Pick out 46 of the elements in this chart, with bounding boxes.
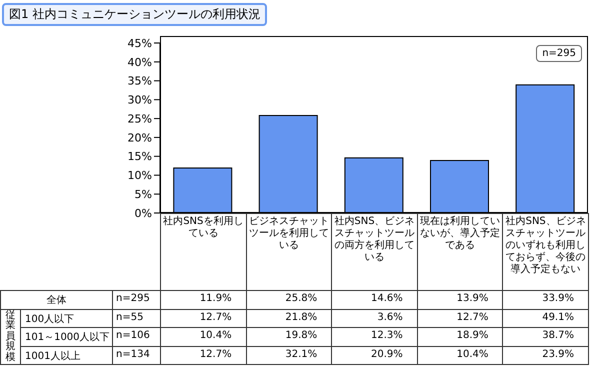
data-label: 12.3%: [331, 327, 418, 346]
data-label: 11.9%: [160, 290, 247, 310]
y-tick-label: 15%: [128, 150, 152, 164]
x-tick-label: 社内SNSを利用している: [160, 213, 247, 291]
y-tick-label: 10%: [128, 169, 152, 182]
y-tick-label: 5%: [134, 188, 152, 202]
text: n=55: [112, 308, 161, 328]
x-tick-label: 現在は利用していないが、導入予定である: [416, 213, 504, 291]
text: 従業員規模: [6, 310, 16, 363]
y-tick-label: 25%: [128, 112, 152, 126]
y-tick-label: 101～1000人以下: [20, 327, 113, 346]
x-tick-label: ビジネスチャットツールを利用している: [246, 213, 332, 291]
data-label: 49.1%: [502, 308, 589, 328]
y-tick-label: 1001人以上: [20, 346, 113, 365]
text: 全体: [0, 290, 113, 310]
data-label: 10.4%: [160, 327, 247, 346]
data-label: 3.6%: [331, 308, 418, 328]
text: n=295: [112, 290, 161, 310]
text: n=134: [112, 346, 161, 365]
data-label: 19.8%: [246, 327, 332, 346]
data-label: 20.9%: [331, 346, 418, 365]
y-tick-label: 45%: [128, 36, 152, 50]
text: n=106: [112, 327, 161, 346]
y-tick-label: 20%: [128, 131, 152, 144]
data-label: 25.8%: [246, 290, 332, 310]
data-label: 32.1%: [246, 346, 332, 365]
data-label: 12.7%: [416, 308, 504, 328]
data-label: 12.7%: [160, 346, 247, 365]
y-tick-label: 30%: [128, 94, 152, 107]
data-label: 33.9%: [502, 290, 589, 310]
chart-title: 図1 社内コミュニケーションツールの利用状況: [2, 3, 268, 26]
y-tick-label: 100人以下: [20, 308, 113, 328]
data-label: 18.9%: [416, 327, 504, 346]
y-tick-label: 35%: [128, 74, 152, 88]
y-tick-label: 0%: [134, 206, 152, 220]
data-label: 21.8%: [246, 308, 332, 328]
x-tick-label: 社内SNS、ビジネスチャットツールのいずれも利用しておらず、今後の導入予定もない: [502, 213, 589, 291]
data-label: 13.9%: [416, 290, 504, 310]
data-label: 14.6%: [331, 290, 418, 310]
data-label: 38.7%: [502, 327, 589, 346]
data-label: 12.7%: [160, 308, 247, 328]
y-tick-label: 40%: [128, 56, 152, 69]
data-label: 10.4%: [416, 346, 504, 365]
data-label: 23.9%: [502, 346, 589, 365]
x-tick-label: 社内SNS、ビジネスチャットツールの両方を利用している: [331, 213, 418, 291]
annotation: n=295: [536, 45, 582, 62]
